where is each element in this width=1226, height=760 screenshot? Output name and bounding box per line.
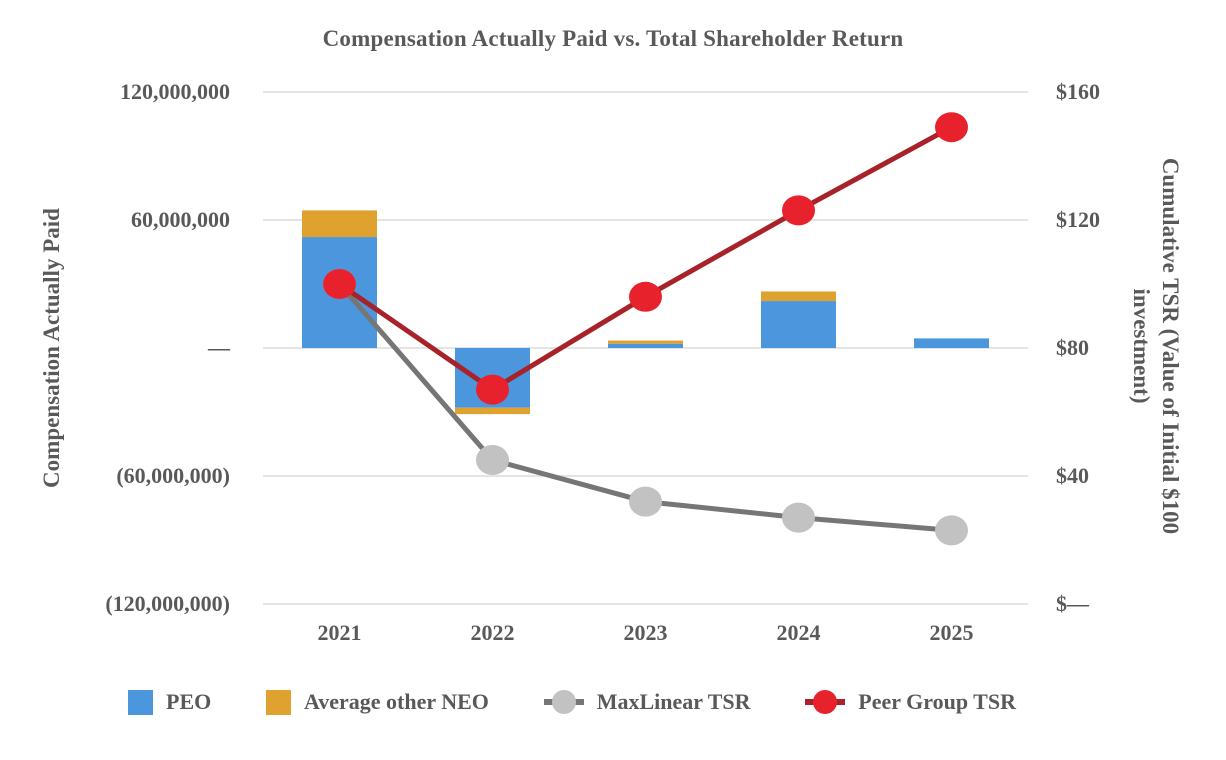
legend: PEO Average other NEO MaxLinear TSR Peer… (128, 688, 1016, 716)
point-peer-group-tsr-2023 (629, 281, 662, 312)
x-axis-tick-label: 2021 (317, 620, 362, 645)
point-peer-group-tsr-2024 (782, 195, 815, 226)
x-axis-tick-label: 2024 (776, 620, 821, 645)
legend-label-maxlinear-tsr: MaxLinear TSR (596, 689, 751, 714)
bar-average-other-neo-2023 (608, 340, 683, 344)
point-peer-group-tsr-2025 (935, 112, 968, 143)
point-maxlinear-tsr-2023 (629, 486, 662, 517)
legend-item-peer-group-tsr: Peer Group TSR (805, 689, 1016, 715)
bar-peo-2023 (608, 343, 683, 348)
point-maxlinear-tsr-2025 (935, 515, 968, 546)
average-other-neo-swatch (266, 689, 291, 715)
line-peer-group-tsr (338, 125, 953, 393)
bar-average-other-neo-2024 (761, 291, 836, 302)
point-peer-group-tsr-2022 (476, 374, 509, 405)
y-axis-left-tick-label: 120,000,000 (120, 79, 230, 104)
y-axis-right-tick-label: $160 (1056, 79, 1100, 104)
legend-label-average-other-neo: Average other NEO (304, 689, 489, 714)
y-axis-left-tick-label: (120,000,000) (105, 591, 230, 616)
peo-swatch (128, 689, 153, 715)
bar-average-other-neo-2021 (302, 210, 377, 238)
legend-label-peer-group-tsr: Peer Group TSR (858, 689, 1016, 714)
y-axis-left-tick-label: — (208, 335, 230, 360)
y-axis-right-tick-label: $— (1056, 591, 1089, 616)
maxlinear-tsr-dot-icon (551, 690, 576, 714)
y-axis-right-tick-label: $40 (1056, 463, 1089, 488)
x-axis-tick-label: 2025 (929, 620, 974, 645)
bar-average-other-neo-2022 (455, 407, 530, 415)
y-axis-right-tick-label: $120 (1056, 207, 1100, 232)
y-axis-left-tick-label: (60,000,000) (116, 463, 230, 488)
legend-item-maxlinear-tsr: MaxLinear TSR (543, 689, 751, 715)
chart-title: Compensation Actually Paid vs. Total Sha… (322, 26, 904, 51)
y-axis-right-tick-label: $80 (1056, 335, 1089, 360)
peer-group-tsr-marker-icon (805, 690, 846, 714)
x-axis-tick-label: 2022 (470, 620, 515, 645)
legend-item-average-other-neo: Average other NEO (266, 689, 489, 715)
point-maxlinear-tsr-2022 (476, 445, 509, 475)
bar-peo-2025 (914, 338, 989, 348)
legend-item-peo: PEO (128, 689, 211, 715)
maxlinear-tsr-marker-icon (543, 690, 584, 714)
x-axis-tick-label: 2023 (623, 620, 668, 645)
point-maxlinear-tsr-2024 (782, 502, 815, 533)
point-peer-group-tsr-2021 (323, 269, 356, 299)
bar-peo-2024 (761, 301, 836, 348)
y-axis-left-tick-label: 60,000,000 (131, 207, 230, 232)
peer-group-tsr-dot-icon (813, 690, 838, 714)
legend-label-peo: PEO (166, 689, 212, 714)
